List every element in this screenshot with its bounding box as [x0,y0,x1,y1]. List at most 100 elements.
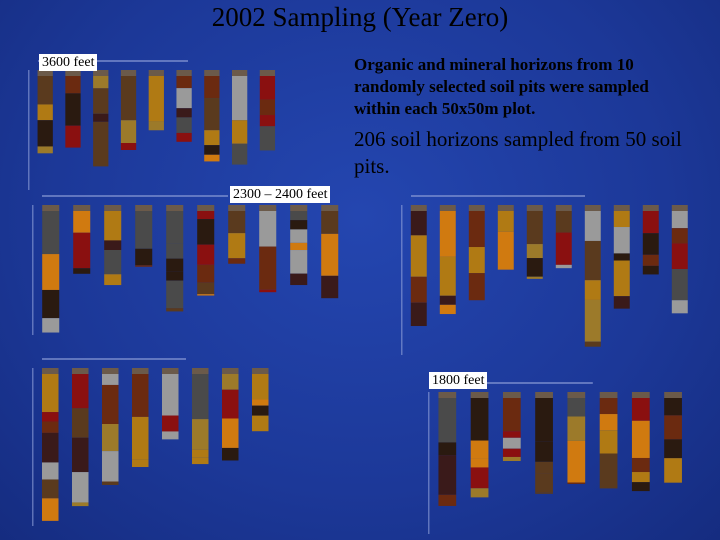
horizon [102,384,119,424]
horizon [470,458,489,468]
horizon [232,120,248,144]
horizon [502,437,521,449]
horizon [599,414,618,431]
horizon [192,368,209,374]
horizon [613,296,630,309]
horizon [42,318,60,333]
horizon [37,70,53,76]
horizon [470,467,489,489]
horizon [535,392,553,398]
horizon [197,282,215,295]
horizon [410,235,427,277]
horizon [410,276,427,303]
horizon [671,300,688,314]
horizon [192,374,209,420]
horizon [102,374,119,385]
horizon [148,76,164,122]
horizon [631,398,650,421]
horizon [222,447,239,461]
horizon [584,299,601,342]
horizon [470,488,489,498]
horizon [132,374,149,417]
horizon [567,416,586,441]
horizon [197,244,215,265]
horizon [526,211,543,245]
horizon [104,274,122,286]
horizon [671,205,688,211]
horizon [438,455,457,495]
horizon [642,265,659,275]
horizon [162,368,179,374]
horizon [204,76,220,99]
horizon [613,205,630,211]
horizon [176,117,192,133]
horizon [65,125,81,148]
horizon [410,302,427,327]
horizon [162,431,179,440]
horizon [72,437,89,473]
horizon [135,211,153,249]
horizon [228,258,246,264]
horizon [671,243,688,270]
horizon [497,231,514,270]
horizon [584,205,601,211]
horizon [555,211,572,233]
horizon [166,280,184,309]
horizon [470,392,489,398]
horizon [104,205,122,211]
horizon [73,205,91,211]
horizon [259,289,277,293]
horizon [135,265,153,267]
horizon [65,70,81,76]
horizon [222,418,239,448]
horizon [104,211,122,241]
horizon [120,70,137,76]
horizon [73,232,91,269]
horizon [642,233,659,255]
horizon [102,451,119,482]
horizon [102,368,119,374]
horizon [42,432,59,463]
horizon [613,253,630,261]
horizon [104,240,122,251]
horizon [502,456,521,462]
horizon [468,211,485,248]
horizon [228,233,246,259]
horizon [104,250,122,275]
horizon [162,415,179,432]
horizon [176,76,192,89]
horizon [555,264,572,269]
horizon [290,229,308,243]
horizon [613,227,630,254]
horizon [468,273,485,301]
horizon [120,120,137,143]
horizon [631,420,650,458]
horizon [259,205,277,211]
horizon [321,211,339,234]
panel-axis [428,392,430,534]
panel-caption-line [438,382,593,384]
horizon [502,392,521,398]
horizon [599,392,618,398]
horizon [37,146,53,154]
horizon [148,70,164,76]
horizon [166,243,184,259]
horizon [567,440,586,483]
slide-title: 2002 Sampling (Year Zero) [211,2,509,32]
horizon [42,498,59,521]
horizon [642,205,659,211]
horizon [93,70,109,76]
horizon [631,472,650,483]
horizon [42,462,59,480]
horizon [252,399,269,406]
horizon [93,113,109,122]
horizon [37,120,53,147]
horizon [42,421,59,433]
horizon [567,398,586,417]
horizon [259,211,277,247]
horizon [535,398,553,442]
horizon [252,405,269,416]
horizon [671,228,688,244]
horizon [166,308,184,312]
horizon [166,205,184,211]
